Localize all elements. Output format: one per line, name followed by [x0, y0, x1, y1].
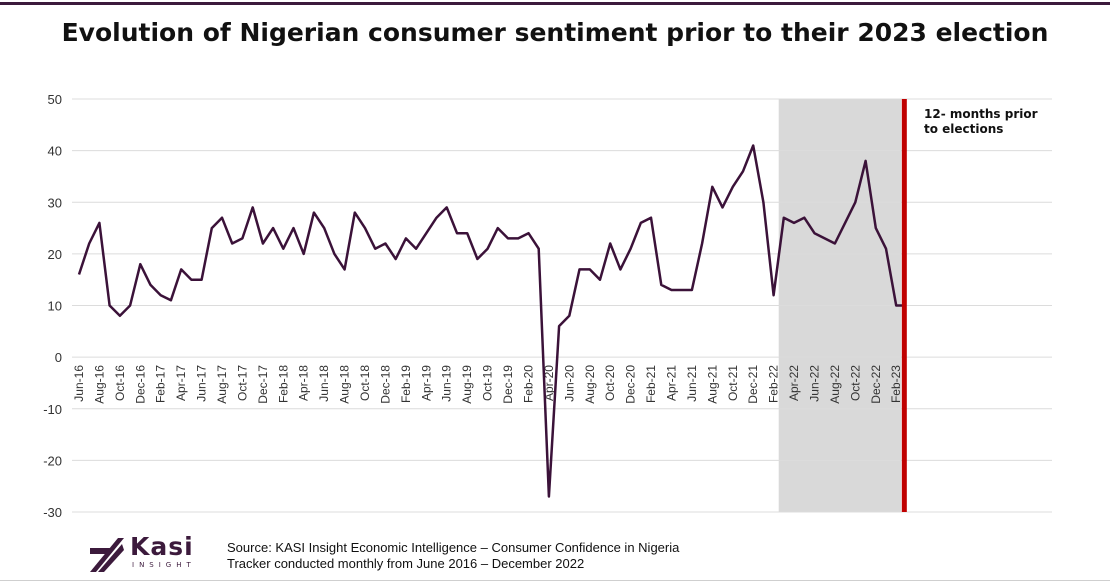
election-marker [901, 99, 907, 512]
x-tick-label: Feb-18 [276, 365, 290, 403]
kasi-logo-mark-icon [90, 538, 124, 572]
bottom-rule [0, 580, 1110, 581]
x-tick-label: Apr-21 [664, 365, 678, 401]
x-tick-label: Feb-21 [644, 365, 658, 403]
y-tick-label: -30 [43, 505, 62, 520]
source-line-2: Tracker conducted monthly from June 2016… [227, 556, 585, 571]
chart-title: Evolution of Nigerian consumer sentiment… [61, 18, 1049, 47]
kasi-logo: Kasi INSIGHT [88, 530, 208, 576]
x-tick-label: Feb-19 [399, 365, 413, 403]
x-tick-label: Feb-17 [154, 365, 168, 403]
x-tick-label: Dec-22 [869, 365, 883, 404]
source-note: Source: KASI Insight Economic Intelligen… [227, 540, 679, 572]
y-tick-label: 10 [48, 299, 62, 314]
x-tick-label: Oct-19 [481, 365, 495, 401]
x-tick-label: Oct-18 [358, 365, 372, 401]
y-tick-label: 0 [55, 350, 62, 365]
x-tick-label: Dec-19 [501, 365, 515, 404]
highlight-label-line1: 12- months prior [924, 107, 1038, 121]
y-tick-label: -10 [43, 402, 62, 417]
x-tick-label: Dec-18 [378, 365, 392, 404]
x-tick-label: Oct-20 [603, 365, 617, 401]
y-tick-label: -20 [43, 453, 62, 468]
x-tick-label: Jun-19 [440, 365, 454, 402]
x-tick-label: Apr-22 [787, 365, 801, 401]
source-line-1: Source: KASI Insight Economic Intelligen… [227, 540, 680, 555]
x-tick-label: Feb-23 [889, 365, 903, 403]
x-tick-label: Oct-21 [726, 365, 740, 401]
x-tick-label: Aug-22 [828, 365, 842, 404]
highlight-label-line2: to elections [924, 122, 1003, 136]
x-tick-label: Apr-18 [297, 365, 311, 401]
x-tick-label: Jun-21 [685, 365, 699, 402]
x-tick-label: Aug-21 [705, 365, 719, 404]
x-tick-label: Dec-17 [256, 365, 270, 404]
x-tick-label: Jun-16 [72, 365, 86, 402]
x-tick-label: Dec-20 [624, 365, 638, 404]
y-tick-label: 30 [48, 195, 62, 210]
x-tick-label: Aug-18 [338, 365, 352, 404]
x-tick-label: Jun-22 [807, 365, 821, 402]
logo-wordmark: Kasi [130, 532, 194, 561]
y-tick-label: 20 [48, 247, 62, 262]
x-tick-label: Jun-20 [562, 365, 576, 402]
x-tick-label: Dec-21 [746, 365, 760, 404]
y-tick-label: 50 [48, 92, 62, 107]
x-tick-label: Dec-16 [133, 365, 147, 404]
x-tick-label: Apr-17 [174, 365, 188, 401]
x-tick-label: Jun-18 [317, 365, 331, 402]
x-tick-label: Aug-20 [583, 365, 597, 404]
x-tick-label: Oct-17 [235, 365, 249, 401]
x-tick-label: Oct-16 [113, 365, 127, 401]
x-tick-label: Feb-20 [521, 365, 535, 403]
x-tick-label: Feb-22 [767, 365, 781, 403]
sentiment-line [77, 144, 907, 498]
x-tick-label: Oct-22 [848, 365, 862, 401]
x-tick-label: Jun-17 [195, 365, 209, 402]
y-tick-label: 40 [48, 144, 62, 159]
x-tick-label: Aug-16 [92, 365, 106, 404]
logo-subtext: INSIGHT [132, 561, 196, 569]
x-tick-label: Aug-19 [460, 365, 474, 404]
x-tick-label: Apr-19 [419, 365, 433, 401]
x-tick-label: Aug-17 [215, 365, 229, 404]
top-accent-bar [0, 2, 1110, 5]
